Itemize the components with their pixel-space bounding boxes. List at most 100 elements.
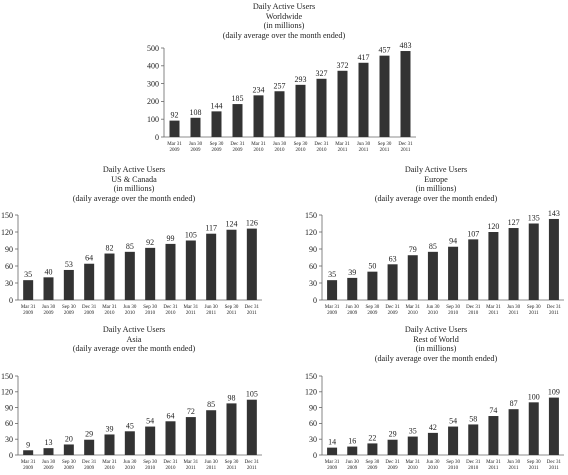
data-label: 143 [548,209,560,218]
y-tick-label: 90 [309,245,317,254]
x-tick-label: Dec 31 [385,460,400,465]
x-tick-label: 2011 [338,148,348,153]
x-tick-label: 2010 [145,311,156,316]
x-tick-label: 2011 [509,466,519,471]
x-tick-label: Sep 30 [446,460,460,465]
data-label: 417 [358,53,370,62]
data-label: 9 [26,440,30,449]
bar [528,223,539,300]
x-tick-label: Jun 30 [123,460,137,465]
data-label: 372 [337,61,349,70]
x-tick-label: 2011 [401,148,411,153]
data-label: 45 [126,421,134,430]
bar [548,397,559,455]
y-tick-label: 0 [155,133,159,142]
chart-subtitle-units: (in millions) [415,184,457,194]
bar [400,51,411,137]
chart-subtitle-units: (in millions) [263,21,305,31]
y-tick-label: 300 [147,79,159,88]
bar [145,426,156,455]
x-tick-label: Mar 31 [21,305,36,310]
bar [387,264,398,300]
data-label: 64 [167,411,175,420]
y-tick-label: 90 [309,403,317,412]
chart-title: Daily Active Users [252,2,316,11]
bar [407,436,418,455]
y-tick-label: 30 [309,279,317,288]
chart-subtitle-units: (in millions) [113,184,155,194]
chart-subtitle-note: (daily average over the month ended) [72,344,196,354]
x-tick-label: 2009 [233,148,244,153]
data-label: 29 [389,430,397,439]
bar [169,120,180,137]
x-tick-label: 2011 [489,311,499,316]
bar [548,218,559,300]
bar [190,117,201,137]
x-tick-label: Dec 31 [163,305,178,310]
x-tick-label: Dec 31 [466,460,481,465]
x-tick-label: Mar 31 [102,305,117,310]
data-label: 234 [253,85,265,94]
data-label: 92 [171,111,179,120]
x-tick-label: Jun 30 [346,305,360,310]
bar [185,417,196,455]
chart-asia: Daily Active Users Asia (daily average o… [0,323,268,475]
bar [84,439,95,455]
x-tick-label: Jun 30 [205,305,219,310]
data-label: 64 [85,254,93,263]
bar [63,269,74,300]
x-tick-label: 2011 [186,466,196,471]
bar [23,450,34,455]
y-tick-label: 60 [5,419,13,428]
y-tick-label: 0 [313,296,317,305]
x-tick-label: 2010 [166,466,177,471]
data-label: 105 [246,390,258,399]
chart-rest-of-world: Daily Active Users Rest of World (in mil… [304,323,568,475]
x-tick-label: 2011 [549,466,559,471]
bar [387,439,398,455]
y-tick-label: 30 [5,435,13,444]
bar [448,246,459,300]
data-label: 124 [226,220,238,229]
x-tick-label: 2010 [254,148,265,153]
chart-asia-titles: Daily Active Users Asia (daily average o… [0,325,268,354]
x-tick-label: Mar 31 [405,305,420,310]
bar [528,402,539,455]
x-tick-label: 2011 [227,466,237,471]
bar [124,431,135,455]
bar [468,239,479,300]
x-tick-label: 2010 [105,466,116,471]
data-label: 92 [146,238,154,247]
x-tick-label: 2011 [359,148,369,153]
y-tick-label: 150 [305,372,317,381]
x-tick-label: Sep 30 [225,460,239,465]
y-tick-label: 100 [147,115,159,124]
x-tick-label: Dec 31 [245,460,260,465]
x-tick-label: Sep 30 [62,460,76,465]
data-label: 108 [190,108,202,117]
y-tick-label: 30 [309,435,317,444]
chart-worldwide-titles: Daily Active Users Worldwide (in million… [134,2,434,40]
data-label: 74 [489,406,497,415]
x-tick-label: Jun 30 [426,305,440,310]
x-tick-label: Mar 31 [335,142,350,147]
chart-worldwide: Daily Active Users Worldwide (in million… [134,0,434,165]
x-tick-label: 2009 [64,311,75,316]
x-tick-label: Mar 31 [325,305,340,310]
x-tick-label: Jun 30 [123,305,137,310]
bar [185,240,196,300]
x-tick-label: Mar 31 [167,142,182,147]
x-tick-label: 2010 [145,466,156,471]
data-label: 107 [467,229,479,238]
bar [274,91,285,137]
x-tick-label: Sep 30 [527,460,541,465]
y-tick-label: 30 [5,279,13,288]
data-label: 87 [510,399,518,408]
chart-subtitle-region: Worldwide [265,11,303,21]
data-label: 39 [348,268,356,277]
x-tick-label: 2011 [206,466,216,471]
data-label: 327 [316,69,328,78]
chart-title: Daily Active Users [102,325,166,334]
y-tick-label: 60 [309,262,317,271]
